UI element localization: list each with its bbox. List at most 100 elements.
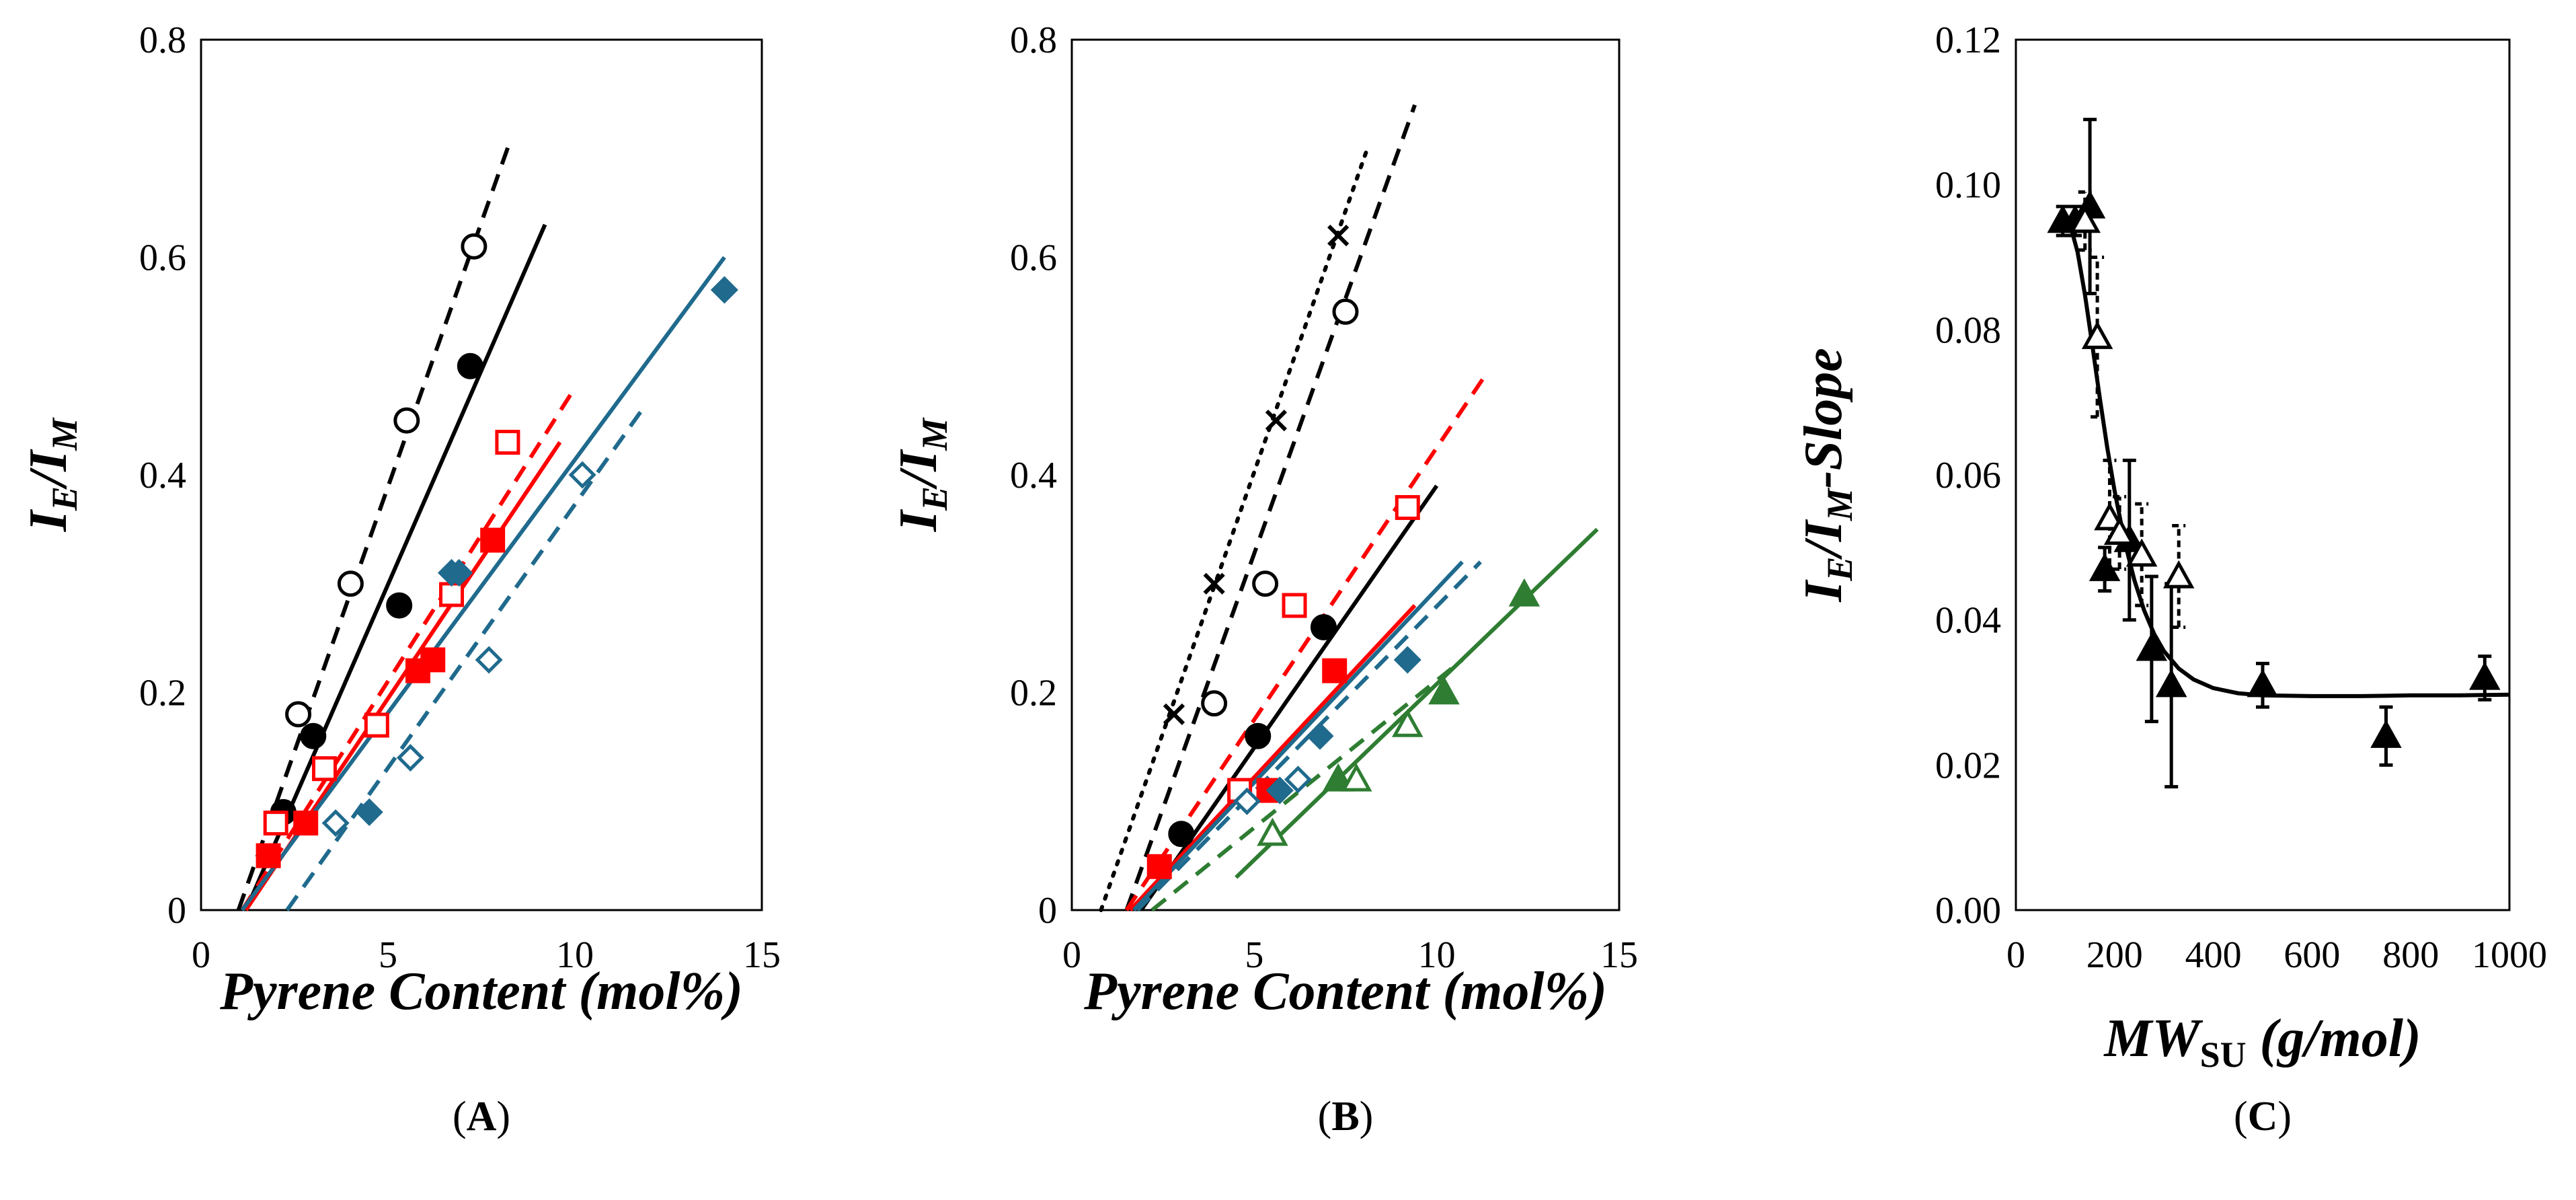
data-point bbox=[2089, 553, 2121, 581]
data-point bbox=[311, 756, 337, 782]
x-tick-label: 600 bbox=[2284, 934, 2340, 976]
y-tick-label: 0 bbox=[167, 890, 186, 932]
data-point bbox=[2136, 632, 2168, 661]
data-point bbox=[2125, 538, 2158, 567]
data-point bbox=[293, 811, 319, 836]
fit-line bbox=[1099, 146, 1370, 912]
panel-label-a: (A) bbox=[453, 1094, 510, 1139]
data-point bbox=[2247, 669, 2279, 698]
y-tick-label: 0.6 bbox=[1010, 237, 1057, 279]
data-point bbox=[2094, 502, 2125, 531]
data-point bbox=[256, 843, 281, 868]
data-point bbox=[1245, 722, 1272, 749]
data-point bbox=[710, 276, 738, 304]
x-tick-label: 400 bbox=[2185, 934, 2242, 976]
data-point bbox=[1282, 593, 1307, 618]
data-point bbox=[445, 559, 473, 587]
fit-lines-a bbox=[236, 137, 726, 911]
plot-frame-a bbox=[200, 38, 763, 911]
y-axis-title-b: IE/IM bbox=[889, 417, 955, 533]
x-axis-title-c: MWSU (g/mol) bbox=[2103, 1009, 2421, 1075]
data-point bbox=[2370, 720, 2402, 748]
data-point bbox=[396, 744, 424, 772]
fit-line bbox=[240, 386, 577, 911]
data-point bbox=[480, 527, 506, 553]
data-point bbox=[2069, 204, 2101, 233]
y-tick-label: 0.04 bbox=[1935, 600, 2001, 642]
data-point bbox=[1327, 225, 1350, 247]
x-tick-label: 10 bbox=[1418, 934, 1456, 976]
data-point bbox=[300, 722, 327, 749]
data-point bbox=[2081, 320, 2113, 349]
data-point bbox=[2162, 560, 2195, 589]
data-point bbox=[1341, 763, 1372, 792]
data-point bbox=[457, 352, 483, 379]
x-axis-title-b: Pyrene Content (mol%) bbox=[1083, 962, 1607, 1021]
data-point bbox=[1332, 298, 1359, 325]
data-point bbox=[495, 429, 520, 455]
data-point bbox=[1257, 817, 1288, 846]
panel-label-b: (B) bbox=[1318, 1094, 1374, 1139]
data-point bbox=[2155, 669, 2187, 698]
plot-frame-c bbox=[2015, 38, 2511, 911]
data-point bbox=[364, 712, 389, 738]
x-tick-label: 10 bbox=[556, 934, 594, 976]
data-point bbox=[1233, 787, 1261, 815]
data-point bbox=[1322, 658, 1348, 683]
y-tick-label: 0.00 bbox=[1935, 890, 2001, 932]
fit-lines-b bbox=[1099, 104, 1599, 912]
markers-b bbox=[1146, 225, 1540, 879]
y-tick-label: 0.8 bbox=[139, 20, 186, 61]
data-point bbox=[263, 811, 288, 836]
fit-line bbox=[1136, 560, 1482, 912]
data-point bbox=[420, 647, 446, 673]
x-tick-label: 0 bbox=[1062, 934, 1081, 976]
data-point bbox=[1428, 676, 1460, 705]
data-point bbox=[337, 570, 364, 597]
y-tick-label: 0.12 bbox=[1935, 20, 2001, 61]
y-tick-label: 0.8 bbox=[1010, 20, 1057, 61]
data-point bbox=[1508, 578, 1540, 607]
y-axis-title-a: IE/IM bbox=[19, 417, 85, 533]
data-point bbox=[439, 582, 465, 607]
x-tick-label: 15 bbox=[743, 934, 781, 976]
x-tick-label: 5 bbox=[379, 934, 397, 976]
markers-a bbox=[256, 233, 738, 868]
fit-line bbox=[236, 137, 514, 911]
y-tick-label: 0.4 bbox=[1010, 455, 1057, 496]
data-point bbox=[1392, 708, 1423, 737]
fit-line bbox=[1124, 375, 1486, 911]
fit-line bbox=[243, 223, 547, 911]
data-point bbox=[1310, 613, 1337, 640]
fit-curve bbox=[2061, 209, 2510, 698]
data-point bbox=[1168, 821, 1195, 848]
plot-frame-b bbox=[1070, 38, 1621, 911]
tick-labels-a: 0 5 10 15 0 0.2 0.4 0.6 0.8 bbox=[139, 20, 781, 976]
fit-line bbox=[1235, 527, 1599, 879]
data-point bbox=[2469, 661, 2501, 690]
fit-line bbox=[285, 408, 644, 911]
fit-line bbox=[1124, 104, 1417, 911]
data-point bbox=[393, 407, 420, 434]
data-point bbox=[1252, 570, 1279, 597]
data-point bbox=[321, 809, 350, 837]
panel-b: 0 5 10 15 0 0.2 0.4 0.6 0.8 Pyrene Content (mol%… bbox=[889, 20, 1638, 1139]
x-tick-label: 0 bbox=[2006, 934, 2025, 976]
data-point bbox=[1265, 776, 1294, 804]
y-tick-label: 0.02 bbox=[1935, 745, 2001, 786]
fit-line bbox=[1132, 560, 1464, 912]
data-point bbox=[1393, 646, 1421, 674]
panel-c: 0 200 400 600 800 1000 0.00 0.02 0.04 0.06 0.08 0.1… bbox=[1794, 20, 2547, 1139]
x-tick-label: 1000 bbox=[2472, 934, 2547, 976]
data-point bbox=[1395, 495, 1420, 521]
y-tick-label: 0.06 bbox=[1935, 455, 2001, 496]
y-tick-label: 0.2 bbox=[1010, 673, 1057, 714]
y-tick-label: 0.2 bbox=[139, 673, 186, 714]
data-point bbox=[1284, 765, 1312, 794]
fit-curve-c bbox=[2056, 118, 2510, 789]
y-tick-label: 0.6 bbox=[139, 237, 186, 279]
x-tick-label: 5 bbox=[1245, 934, 1263, 976]
x-tick-label: 800 bbox=[2382, 934, 2439, 976]
data-point bbox=[1146, 854, 1172, 879]
